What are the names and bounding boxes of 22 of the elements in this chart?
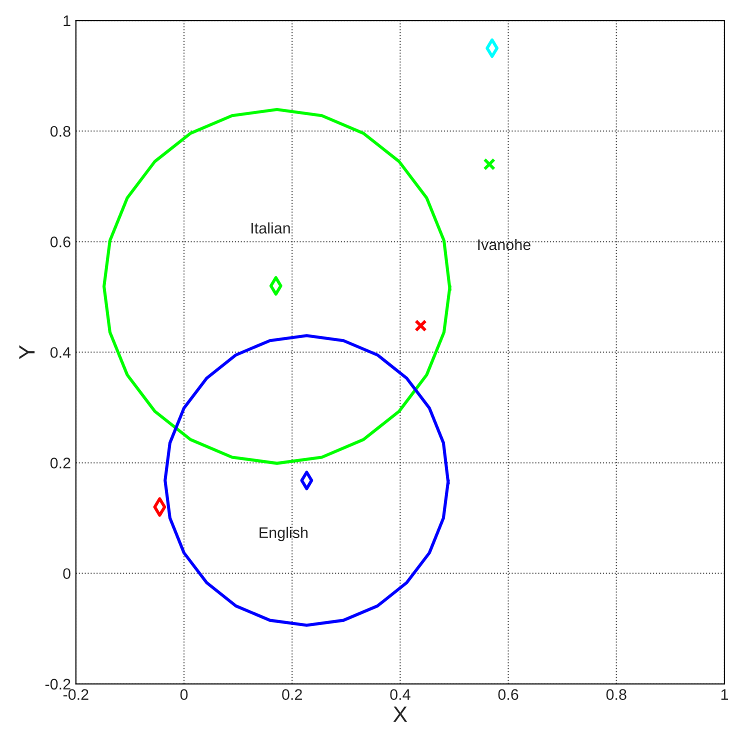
y-tick-label: 0.6: [50, 236, 70, 248]
y-tick-label: -0.2: [45, 678, 70, 690]
x-axis-title: X: [393, 706, 408, 722]
annotation: Ivanohe: [478, 238, 530, 250]
y-tick-label: 0: [63, 568, 70, 580]
point: [483, 158, 496, 170]
x-tick-label: 0.2: [282, 689, 302, 700]
point: [414, 319, 427, 332]
x-tick-label: 0.6: [498, 689, 518, 700]
x-tick-label: 0: [180, 689, 188, 700]
annotation: English: [260, 526, 308, 542]
line-series: [164, 334, 450, 627]
x-tick-label: 0.8: [606, 689, 626, 700]
y-tick-label: 0.8: [50, 126, 70, 137]
x-tick-label: 0.4: [390, 689, 410, 700]
y-tick-label: 1: [64, 16, 70, 26]
x-tick-label: 1: [721, 689, 728, 700]
y-tick-label: 0.2: [50, 458, 70, 468]
line-series: [102, 108, 452, 465]
annotation: Italian: [252, 222, 290, 234]
y-tick-label: 0.4: [50, 347, 71, 358]
y-axis-title: Y: [19, 345, 35, 360]
